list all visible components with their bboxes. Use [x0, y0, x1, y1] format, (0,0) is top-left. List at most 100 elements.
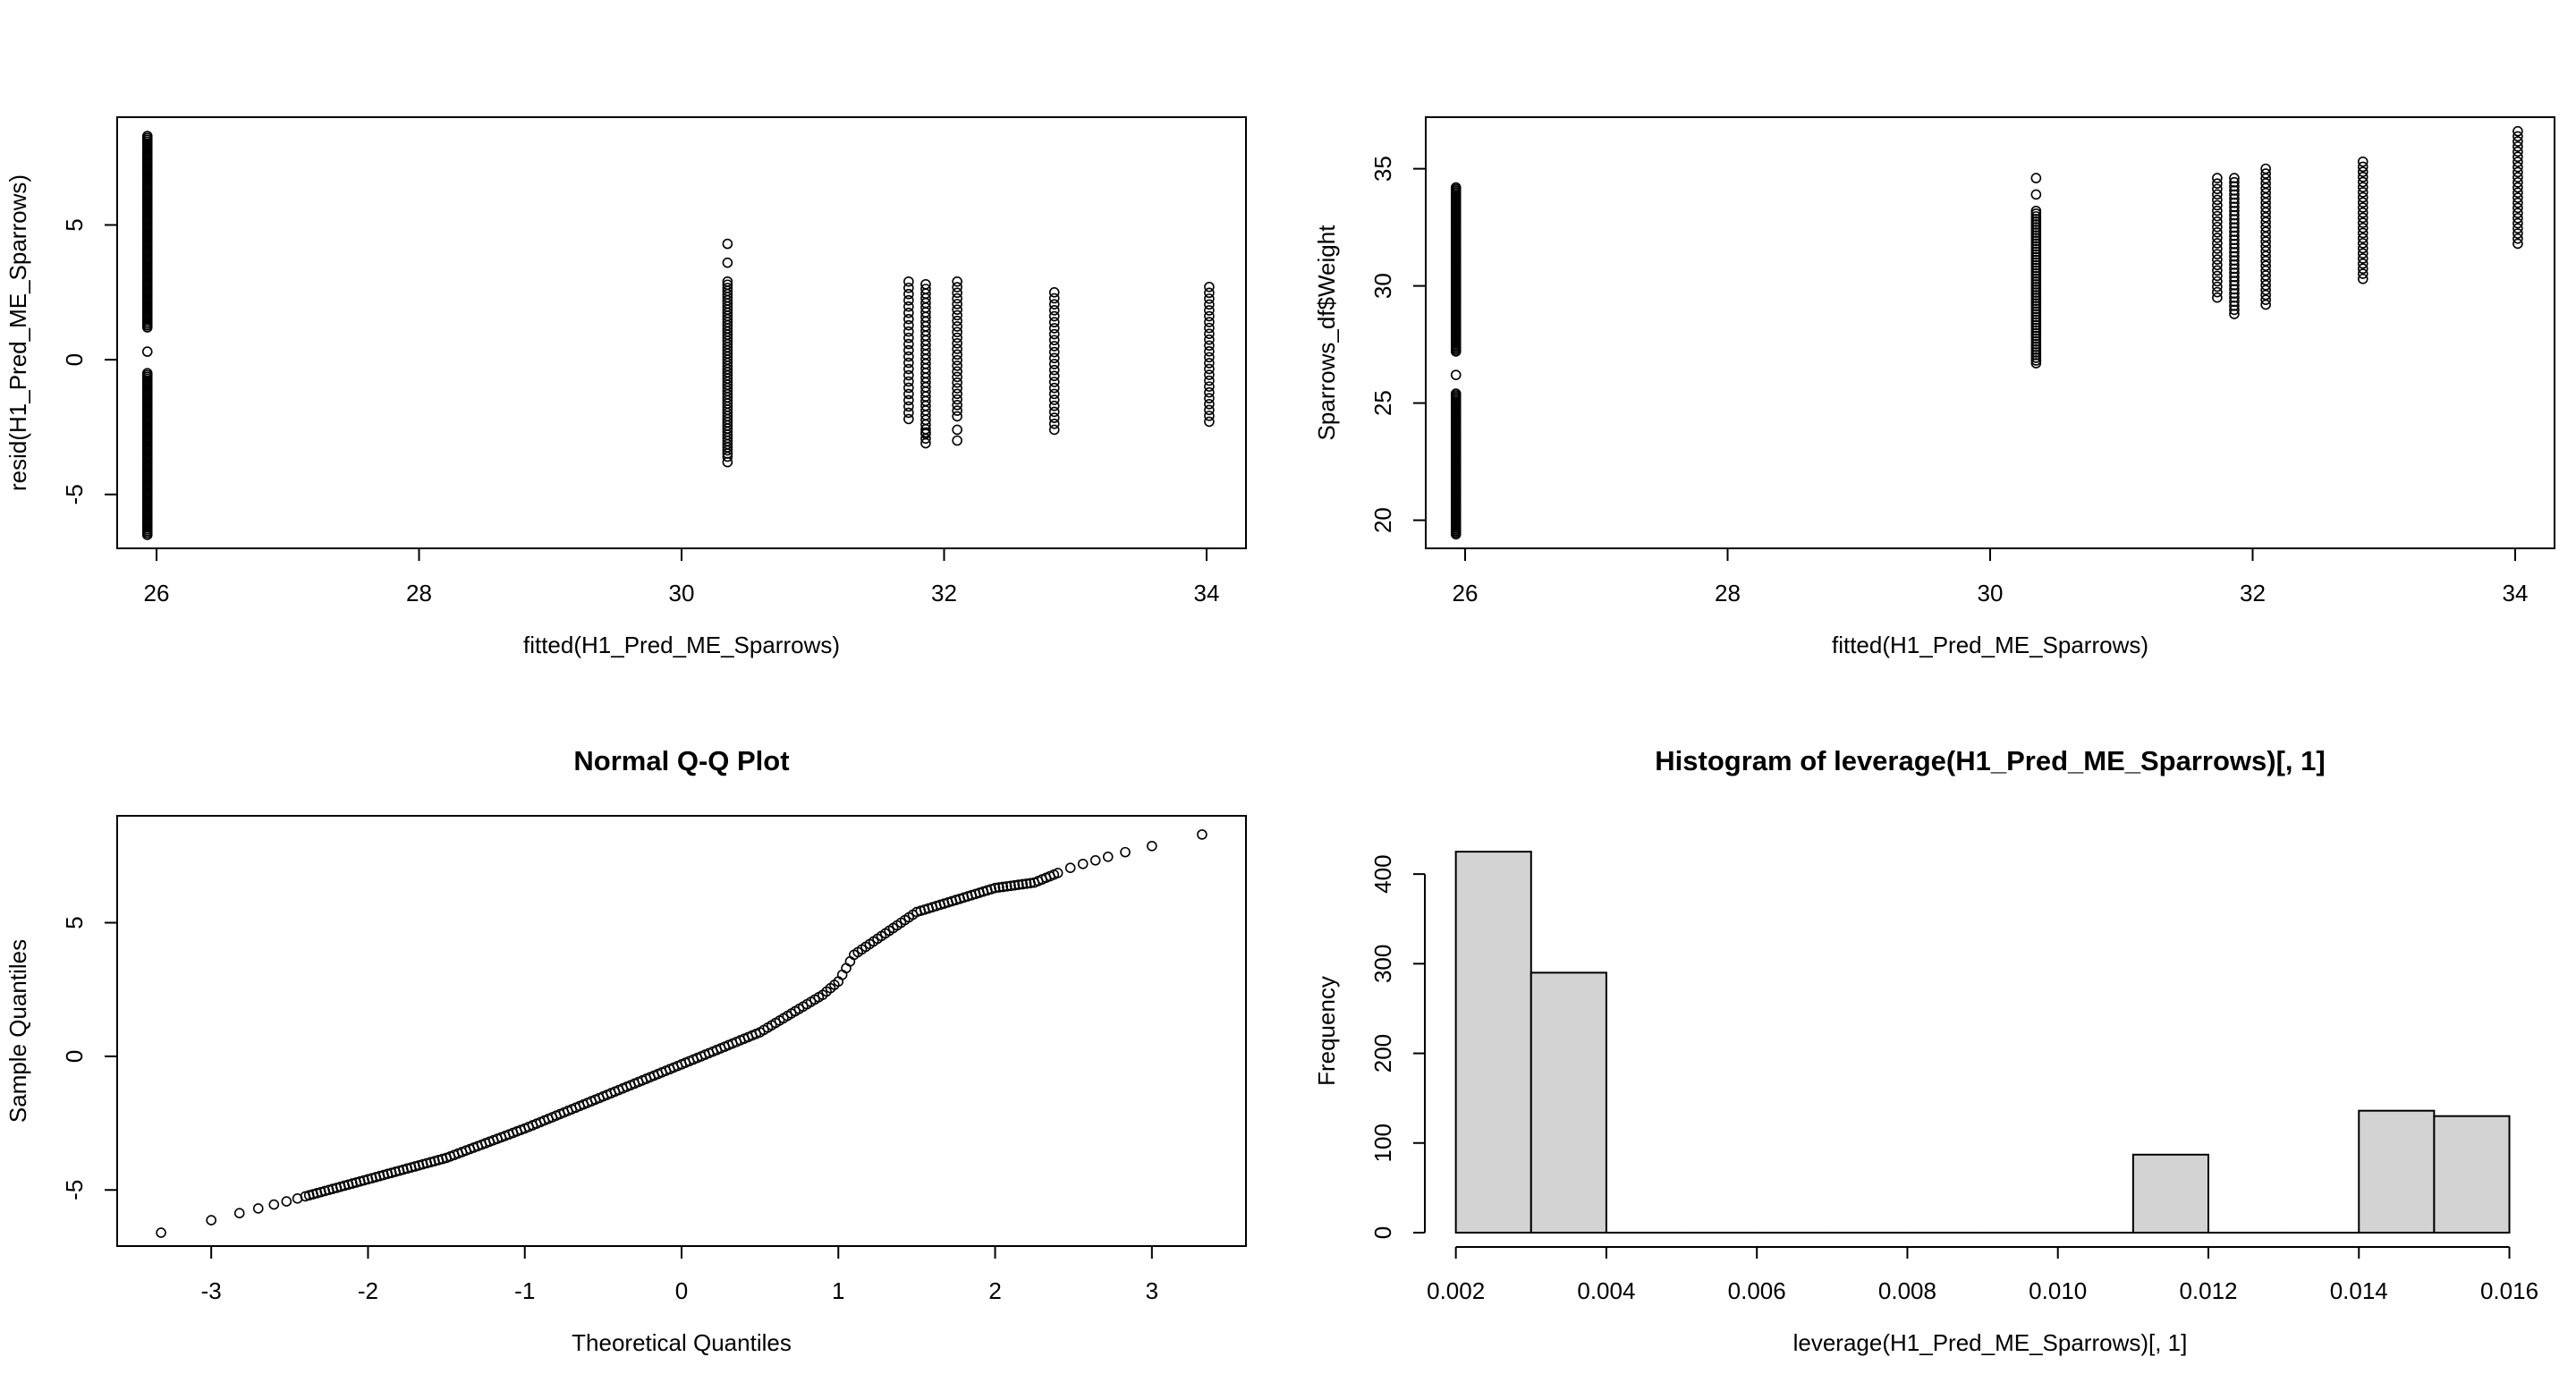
data-point	[1204, 352, 1215, 363]
data-point	[903, 319, 914, 331]
data-point	[2512, 125, 2523, 137]
data-point	[2030, 173, 2042, 183]
data-point	[2030, 327, 2042, 339]
x-tick-label: 32	[931, 580, 957, 606]
data-point	[2030, 301, 2042, 312]
y-tick-label: -5	[61, 1180, 88, 1200]
data-point	[2512, 161, 2523, 173]
x-tick-label: -1	[514, 1277, 535, 1304]
data-point	[2030, 208, 2042, 219]
data-point	[2030, 303, 2042, 315]
data-point	[1048, 317, 1060, 328]
data-point	[903, 351, 914, 362]
data-point	[2212, 227, 2223, 238]
data-point	[1204, 293, 1215, 304]
data-point	[2357, 197, 2368, 208]
data-point	[903, 282, 914, 293]
data-point	[2030, 238, 2042, 250]
data-point	[2260, 284, 2271, 296]
data-point	[2357, 248, 2368, 259]
data-point	[952, 388, 962, 400]
chart-panel-4: 0.002 0.004 0.006 0.008 0.010 0.012 0.014 0.016…	[1313, 745, 2538, 1356]
data-point	[844, 956, 856, 967]
data-point	[952, 337, 962, 349]
histogram-bar	[2131, 1153, 2209, 1234]
plot-frame	[116, 116, 1247, 549]
data-point	[1048, 305, 1060, 316]
data-point	[952, 400, 962, 411]
data-point	[952, 293, 962, 304]
y-tick-label: 5	[61, 218, 88, 231]
data-point	[903, 307, 914, 318]
data-point	[952, 411, 962, 422]
data-point	[2212, 216, 2223, 227]
y-tick-label: -5	[61, 484, 88, 505]
data-point	[1048, 400, 1060, 411]
data-point	[952, 394, 962, 405]
y-tick-label: 30	[1369, 273, 1396, 299]
data-point	[2512, 192, 2523, 203]
chart-panel-2: 26 28 30 32 34 20 25 30 35 fitted(H1_Pred_ME_Spar…	[1313, 116, 2555, 658]
plot-title: Histogram of leverage(H1_Pred_ME_Sparrow…	[1655, 745, 2325, 776]
data-point	[722, 257, 733, 268]
data-point	[722, 276, 733, 287]
data-point	[2512, 223, 2523, 234]
data-point	[1204, 299, 1215, 310]
plot-frame	[116, 815, 1247, 1247]
data-point	[2260, 197, 2271, 208]
data-point	[2030, 219, 2042, 230]
data-point	[1204, 375, 1215, 386]
data-point	[952, 327, 962, 338]
data-point	[2512, 233, 2523, 244]
data-point	[2260, 212, 2271, 223]
data-point	[903, 338, 914, 350]
data-point	[903, 376, 914, 387]
data-point	[952, 405, 962, 416]
data-point	[2030, 235, 2042, 247]
data-point	[268, 1199, 280, 1210]
data-point	[1197, 829, 1208, 840]
data-point	[2357, 217, 2368, 228]
data-point	[2030, 214, 2042, 225]
data-point	[2212, 281, 2223, 293]
data-point	[2260, 241, 2271, 252]
data-point	[2512, 197, 2523, 208]
x-tick-label: 26	[144, 580, 170, 606]
data-point	[2260, 265, 2271, 276]
data-point	[2512, 136, 2523, 147]
data-point	[2212, 178, 2223, 189]
data-point	[903, 344, 914, 356]
x-tick-label: 0.010	[2029, 1277, 2087, 1304]
data-point	[2512, 131, 2523, 142]
data-point	[2030, 287, 2042, 298]
data-point	[1048, 424, 1060, 436]
data-point	[2030, 189, 2042, 200]
x-tick-label: 2	[988, 1277, 1001, 1304]
data-point	[2357, 212, 2368, 224]
data-point	[2212, 265, 2223, 276]
data-point	[952, 310, 962, 321]
x-axis-label: fitted(H1_Pred_ME_Sparrows)	[1832, 632, 2148, 658]
x-tick-label: 1	[832, 1277, 844, 1304]
data-point	[2260, 226, 2271, 237]
data-point	[2030, 298, 2042, 309]
y-axis-label: Sparrows_df$Weight	[1313, 225, 1340, 441]
data-point	[952, 332, 962, 344]
data-point	[1450, 182, 1462, 193]
data-point	[2260, 280, 2271, 291]
data-point	[2260, 202, 2271, 213]
data-point	[2030, 233, 2042, 243]
data-point	[2260, 231, 2271, 242]
data-point	[903, 413, 914, 425]
data-point	[903, 332, 914, 344]
data-point	[2260, 270, 2271, 281]
data-point	[2030, 350, 2042, 360]
data-point	[141, 346, 153, 357]
data-point	[903, 301, 914, 312]
x-tick-label: -3	[201, 1277, 222, 1304]
histogram-bar	[2433, 1115, 2511, 1234]
data-point	[2030, 230, 2042, 241]
data-point	[2260, 207, 2271, 218]
y-tick-label: 100	[1369, 1124, 1396, 1162]
